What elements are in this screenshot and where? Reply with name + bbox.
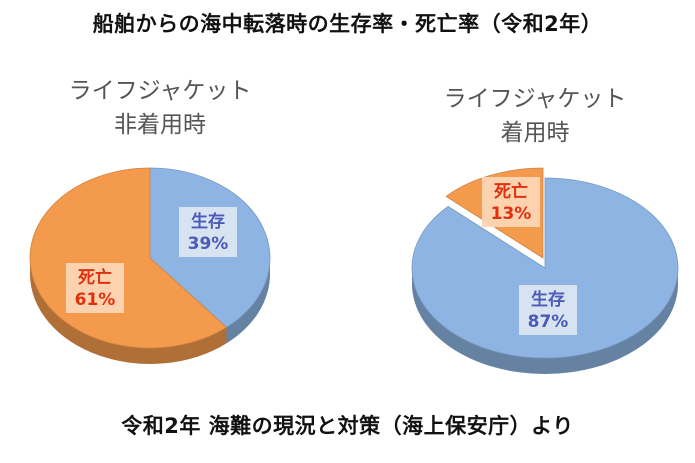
pie-slice-survive [411, 177, 679, 359]
slice-label-value: 87% [528, 312, 569, 332]
chart-title-right: ライフジャケット 着用時 [405, 82, 665, 150]
pie-side-death [30, 258, 227, 365]
chart-title-left: ライフジャケット 非着用時 [40, 74, 280, 142]
data-label-box-death [482, 177, 540, 227]
slice-label-name: 生存 [531, 289, 565, 310]
page-title: 船舶からの海中転落時の生存率・死亡率（令和2年） [92, 12, 603, 36]
chart-title-right-line2: 着用時 [500, 120, 570, 146]
chart-title-right-line1: ライフジャケット [443, 86, 627, 112]
pie-side-survive [226, 258, 270, 344]
slice-label-name: 生存 [191, 211, 225, 232]
slice-label-value: 13% [491, 204, 532, 224]
slice-label-name: 死亡 [78, 267, 112, 288]
slice-label-value: 61% [75, 290, 116, 310]
source-footer: 令和2年 海難の現況と対策（海上保安庁）より [121, 414, 574, 438]
data-label-box-survive [179, 207, 237, 257]
slice-label-value: 39% [188, 234, 229, 254]
data-label-box-survive [519, 285, 577, 335]
slice-label-name: 死亡 [494, 181, 528, 202]
chart-title-left-line1: ライフジャケット [68, 78, 252, 104]
chart-title-left-line2: 非着用時 [114, 112, 206, 138]
pie-side-survive [412, 268, 678, 374]
data-label-box-death [66, 263, 124, 313]
